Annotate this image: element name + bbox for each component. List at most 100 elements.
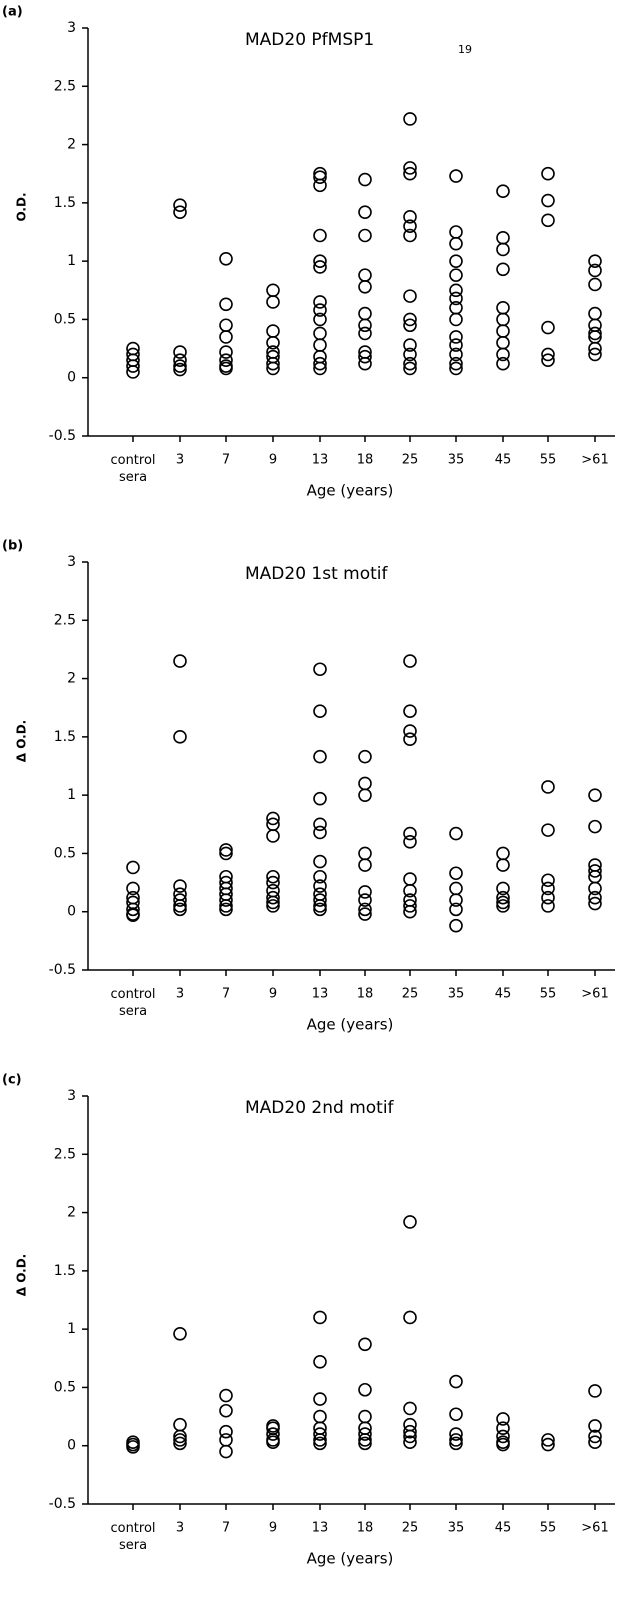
y-tick-label: 3 [67,554,76,570]
data-point [496,262,510,277]
panel-label: (a) [2,5,23,20]
data-point [449,338,463,352]
x-tick-label: 55 [540,453,557,468]
data-point [403,1435,417,1450]
data-point [313,893,327,907]
data-point [313,349,327,364]
data-point [403,166,417,181]
data-point [358,268,372,282]
data-point [358,1409,372,1424]
chart-title: MAD20 1st motif [245,564,389,584]
data-point [173,362,187,377]
data-point [266,335,280,350]
data-point [266,283,280,298]
y-tick-label: 2 [67,671,76,687]
data-point [403,1424,417,1439]
y-tick-label: -0.5 [49,1496,76,1512]
data-point [173,345,187,359]
data-point [313,260,327,274]
data-point [358,349,372,364]
data-point [358,902,372,917]
data-point [313,662,327,677]
y-tick-label: 0 [67,1438,76,1454]
data-point [266,869,280,884]
data-point [313,869,327,884]
data-point [313,825,327,840]
data-point [219,361,233,376]
data-point [313,791,327,806]
data-point [266,890,280,905]
data-point [126,1440,140,1454]
data-point [449,300,463,315]
data-point [173,353,187,368]
data-point [358,1337,372,1352]
data-point [219,1444,233,1459]
title-subscript: 19 [458,43,472,56]
data-point [219,1424,233,1439]
data-point [403,899,417,913]
data-point [449,866,463,881]
data-point [541,347,555,362]
x-tick-label: 55 [540,1521,557,1536]
x-tick-label: 18 [357,453,374,468]
x-tick-label: 13 [312,987,329,1002]
data-point [219,297,233,312]
data-point [403,361,417,376]
data-point [588,896,602,911]
data-point [313,1392,327,1406]
data-point [219,846,233,861]
data-point [496,347,510,362]
data-point [541,1433,555,1447]
data-point [403,883,417,898]
data-point [266,1435,280,1450]
data-point [541,881,555,896]
data-point [173,899,187,913]
data-point [219,899,233,913]
y-tick-label: 1.5 [54,729,76,745]
data-point [313,295,327,309]
data-point [313,178,327,193]
data-point [496,1421,510,1436]
x-tick-label: 45 [495,987,512,1002]
data-point [496,184,510,198]
x-tick-label: 9 [269,987,277,1002]
data-point [449,902,463,917]
data-point [403,161,417,175]
data-point [219,318,233,333]
data-point [403,219,417,233]
y-tick-label: 2 [67,137,76,153]
data-point [126,860,140,875]
x-tick-label: 7 [222,453,230,468]
data-point [449,1407,463,1422]
data-point [358,279,372,294]
y-tick-label: 0.5 [54,845,76,861]
data-point [496,890,510,905]
data-point [173,1433,187,1447]
data-point [219,330,233,344]
data-point [219,893,233,907]
data-point [449,826,463,841]
data-point [449,893,463,907]
data-point [588,881,602,896]
x-tick-label: 18 [357,1521,374,1536]
x-tick-label: 9 [269,1521,277,1536]
x-tick-label: 13 [312,453,329,468]
data-point [449,268,463,282]
data-point [403,1401,417,1416]
y-tick-label: 3 [67,1088,76,1104]
data-point [541,193,555,208]
data-point [403,732,417,746]
x-tick-label: control sera [110,987,155,1019]
data-point [496,242,510,257]
y-tick-label: 3 [67,20,76,36]
panel: (a)MAD20 PfMSP1 19O.D.Age (years)-0.500.5… [2,5,615,500]
x-tick-label: >61 [581,1521,608,1536]
y-tick-label: 2.5 [54,1146,76,1162]
data-point [173,1436,187,1451]
data-point [449,356,463,371]
y-tick-label: 1.5 [54,195,76,211]
data-point [313,361,327,376]
data-point [449,254,463,268]
panel: (c) MAD20 2nd motif Δ O.D. Age (years) -0.5 0… [2,1073,615,1568]
